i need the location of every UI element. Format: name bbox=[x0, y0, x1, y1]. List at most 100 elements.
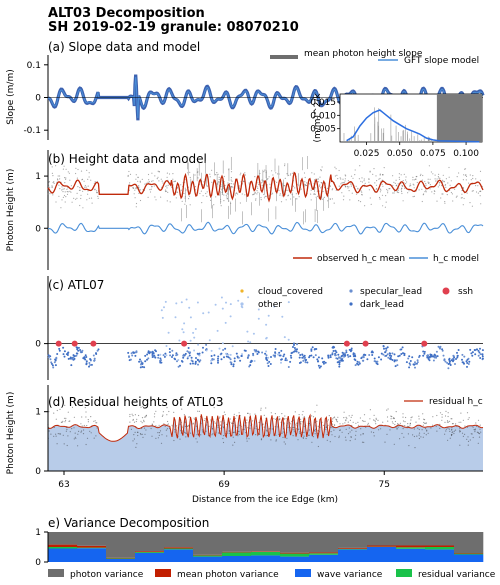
photon-point bbox=[335, 168, 337, 170]
residual-point bbox=[348, 427, 350, 429]
residual-point bbox=[391, 416, 393, 418]
residual-point bbox=[474, 428, 476, 430]
photon-point bbox=[348, 190, 350, 192]
photon-point bbox=[162, 182, 164, 184]
photon-point bbox=[157, 176, 159, 178]
atl07-point bbox=[377, 356, 380, 359]
residual-point bbox=[423, 421, 425, 424]
residual-point bbox=[298, 428, 300, 430]
photon-point bbox=[62, 188, 64, 190]
photon-point bbox=[288, 174, 290, 176]
photon-point bbox=[268, 176, 270, 178]
photon-point bbox=[419, 174, 421, 177]
photon-point bbox=[49, 186, 51, 188]
atl07-point bbox=[63, 350, 66, 353]
atl07-point bbox=[394, 365, 397, 368]
residual-point bbox=[407, 423, 409, 425]
residual-point bbox=[85, 416, 87, 418]
photon-point bbox=[205, 192, 207, 195]
photon-point bbox=[243, 180, 245, 182]
panel-e-ytick-label: 0 bbox=[35, 558, 41, 568]
photon-point bbox=[49, 193, 51, 195]
photon-point bbox=[378, 196, 381, 199]
photon-point bbox=[376, 188, 378, 190]
atl07-point bbox=[253, 360, 256, 362]
atl07-point bbox=[471, 351, 474, 354]
atl07-point bbox=[396, 364, 399, 367]
photon-point bbox=[342, 178, 344, 180]
residual-point bbox=[183, 414, 185, 416]
photon-point bbox=[315, 196, 317, 198]
residual-point bbox=[132, 419, 134, 421]
residual-point bbox=[474, 431, 476, 433]
photon-point bbox=[232, 186, 234, 188]
atl07-point bbox=[223, 356, 225, 359]
photon-point bbox=[345, 186, 347, 188]
photon-point bbox=[147, 173, 150, 176]
photon-point bbox=[349, 199, 351, 201]
panel-a-ytick-label: 0.1 bbox=[27, 61, 41, 71]
atl07-point bbox=[462, 361, 465, 364]
residual-point bbox=[349, 431, 351, 433]
residual-point bbox=[352, 421, 354, 423]
atl07-point bbox=[429, 355, 432, 358]
residual-point bbox=[408, 445, 410, 447]
atl07-point bbox=[317, 360, 320, 363]
atl07-point bbox=[317, 356, 320, 359]
photon-point bbox=[151, 180, 153, 182]
residual-point bbox=[391, 421, 393, 423]
residual-point bbox=[292, 435, 294, 437]
residual-point bbox=[50, 433, 52, 435]
photon-point bbox=[310, 199, 312, 201]
atl07-point bbox=[174, 316, 177, 319]
variance-bar-segment bbox=[164, 532, 194, 548]
residual-point bbox=[300, 418, 302, 420]
atl07-point bbox=[205, 343, 208, 346]
photon-point bbox=[314, 193, 316, 195]
legend-swatch-wave-variance bbox=[295, 569, 311, 577]
atl07-point bbox=[267, 365, 270, 367]
residual-point bbox=[451, 429, 453, 431]
residual-point bbox=[260, 409, 262, 411]
variance-bar-segment bbox=[280, 532, 310, 553]
variance-bar-segment bbox=[454, 553, 484, 555]
residual-point bbox=[402, 428, 404, 430]
legend-label-ssh: ssh bbox=[458, 287, 473, 297]
panel-a: (a) Slope data and model Slope (m/m) 0.1… bbox=[6, 40, 485, 159]
atl07-point bbox=[278, 351, 281, 354]
residual-point bbox=[479, 424, 481, 426]
photon-point bbox=[310, 189, 312, 191]
residual-point bbox=[143, 419, 145, 421]
photon-point bbox=[437, 176, 439, 178]
photon-point bbox=[382, 185, 384, 187]
atl07-point bbox=[173, 357, 176, 360]
atl07-point bbox=[227, 353, 230, 356]
variance-bar-segment bbox=[251, 551, 281, 556]
residual-point bbox=[160, 442, 163, 444]
residual-point bbox=[447, 427, 449, 429]
atl07-point bbox=[456, 354, 459, 357]
residual-point bbox=[293, 431, 295, 433]
residual-point bbox=[142, 436, 144, 438]
atl07-point bbox=[212, 358, 215, 361]
photon-point bbox=[298, 196, 300, 198]
photon-point bbox=[133, 193, 135, 195]
residual-point bbox=[158, 424, 160, 426]
residual-point bbox=[137, 434, 139, 437]
residual-point bbox=[422, 413, 424, 415]
residual-point bbox=[143, 427, 146, 429]
residual-point bbox=[361, 420, 364, 422]
residual-point bbox=[420, 436, 422, 438]
atl07-point bbox=[449, 364, 452, 366]
photon-point bbox=[88, 197, 90, 199]
figure-title-line1: ALT03 Decomposition bbox=[48, 6, 205, 21]
residual-point bbox=[369, 418, 371, 420]
atl07-point bbox=[217, 357, 219, 360]
residual-point bbox=[462, 435, 464, 437]
residual-point bbox=[162, 414, 164, 416]
residual-point bbox=[133, 434, 135, 436]
residual-point bbox=[151, 423, 153, 425]
photon-point bbox=[447, 182, 449, 184]
photon-point bbox=[361, 194, 363, 196]
photon-point bbox=[269, 183, 271, 185]
